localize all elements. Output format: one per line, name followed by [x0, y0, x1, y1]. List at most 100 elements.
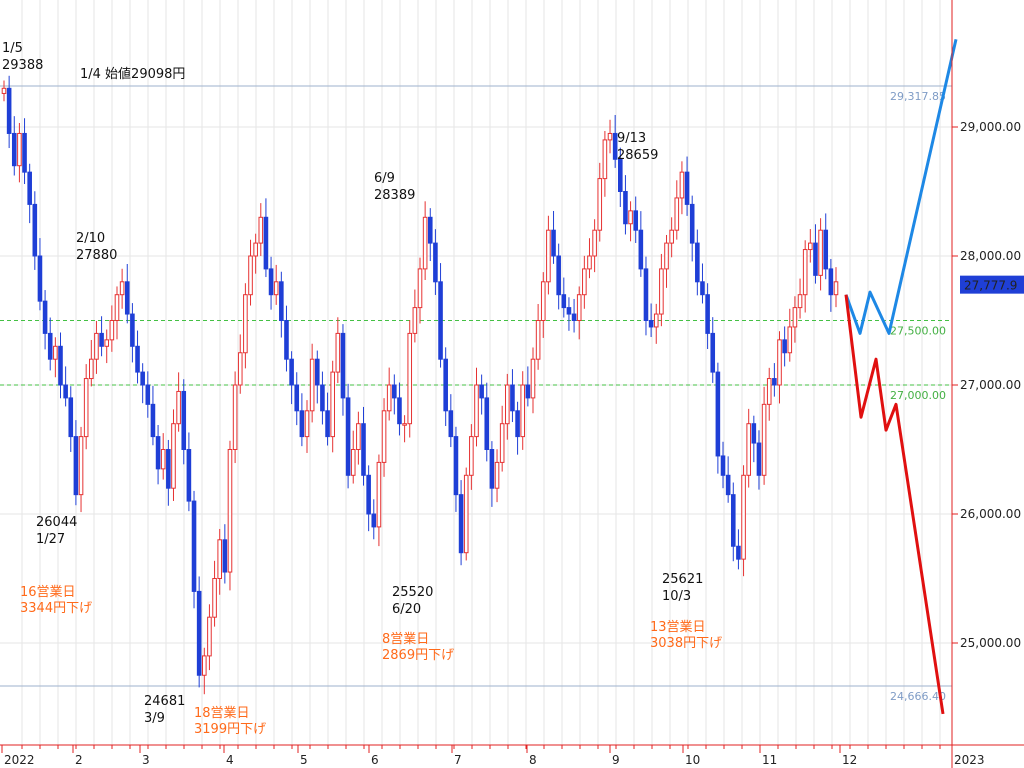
candle-body [376, 461, 382, 528]
candle-body [828, 268, 834, 296]
candle-body [222, 539, 228, 573]
candle-body [628, 210, 633, 225]
annot-peak-date: 1/5 [2, 41, 23, 56]
annot-jun-date: 6/9 [374, 171, 395, 186]
candle-body [813, 242, 818, 276]
x-tick-label: 12 [842, 753, 857, 767]
candle-body [237, 352, 243, 386]
level-label: 24,666.40 [890, 690, 946, 703]
level-label: 29,317.85 [890, 90, 946, 103]
candlesticks [1, 75, 839, 695]
candle-body [309, 358, 315, 412]
decline-1-amount: 3344円下げ [20, 601, 92, 616]
candle-body [705, 294, 710, 334]
candle-body [330, 371, 335, 438]
candle-body [109, 320, 115, 341]
candle-body [227, 449, 233, 573]
x-tick-label: 8 [529, 753, 537, 767]
candle-body [561, 294, 567, 309]
candle-body [582, 268, 587, 296]
candle-body [258, 216, 264, 244]
candle-body [232, 384, 238, 450]
candle-body [99, 332, 104, 347]
annot-sep-value: 28659 [617, 148, 658, 163]
candle-body [602, 139, 608, 180]
candle-body [797, 294, 803, 309]
candle-body [89, 358, 94, 380]
y-tick-label: 27,000.00 [960, 378, 1021, 392]
candle-body [171, 423, 176, 489]
y-tick-label: 28,000.00 [960, 249, 1021, 263]
decline-1-days: 16営業日 [20, 584, 76, 600]
candle-body [638, 229, 644, 270]
x-tick-label: 6 [371, 753, 379, 767]
annot-jun-low-value: 25520 [392, 585, 433, 600]
annot-jan-low-date: 1/27 [36, 532, 65, 547]
candle-body [479, 384, 484, 399]
candle-body [761, 403, 767, 476]
candle-body [489, 449, 495, 489]
candle-body [6, 87, 12, 134]
candle-body [145, 384, 151, 405]
candle-body [212, 578, 217, 618]
candle-body [474, 384, 479, 438]
candle-body [607, 132, 613, 141]
candle-body [366, 474, 371, 515]
candle-body [540, 281, 546, 321]
candle-body [58, 345, 63, 386]
candle-body [268, 268, 274, 296]
candle-body [160, 449, 166, 470]
annot-jun-low-date: 6/20 [392, 602, 421, 617]
candle-body [350, 449, 356, 476]
candle-body [53, 345, 58, 360]
candle-body [186, 449, 192, 502]
candle-body [520, 384, 526, 438]
candle-body [181, 390, 187, 451]
candle-body [402, 423, 407, 426]
candle-body [407, 332, 413, 425]
candle-body [833, 281, 839, 296]
annot-feb-date: 2/10 [76, 231, 105, 246]
candle-body [299, 410, 305, 438]
candle-body [422, 216, 428, 270]
candle-body [679, 171, 685, 199]
candle-body [166, 449, 171, 489]
candle-body [458, 494, 464, 554]
candle-body [68, 397, 74, 438]
annot-peak-value: 29388 [2, 58, 43, 73]
candle-body [314, 358, 320, 386]
candle-body [196, 590, 202, 676]
candle-body [777, 339, 782, 386]
candle-body [284, 320, 289, 360]
candle-body [653, 313, 659, 328]
candle-body [119, 281, 125, 296]
decline-4-days: 13営業日 [650, 619, 706, 635]
candle-body [47, 332, 53, 360]
candle-body [381, 410, 387, 463]
candle-body [263, 216, 269, 270]
candle-body [361, 423, 366, 476]
y-tick-label: 25,000.00 [960, 636, 1021, 650]
candle-body [453, 436, 459, 496]
candle-body [648, 320, 654, 328]
candle-body [736, 545, 741, 560]
candle-body [623, 191, 628, 225]
annotations: 1/5 29388 1/4 始値29098円 2/10 27880 6/9 28… [2, 41, 722, 737]
candle-body [1, 87, 7, 94]
candle-body [243, 294, 248, 354]
candle-body [304, 410, 310, 438]
candle-body [397, 397, 402, 425]
x-tick-label: 5 [300, 753, 308, 767]
annot-mar-low-value: 24681 [144, 694, 185, 709]
candle-body [669, 229, 674, 244]
annot-feb-value: 27880 [76, 248, 117, 263]
candle-body [73, 436, 79, 496]
candle-body [63, 384, 68, 399]
decline-2-amount: 3199円下げ [194, 722, 266, 737]
candle-body [772, 378, 777, 386]
x-tick-label: 2 [75, 753, 83, 767]
candle-body [720, 455, 726, 476]
x-tick-label: 4 [226, 753, 234, 767]
